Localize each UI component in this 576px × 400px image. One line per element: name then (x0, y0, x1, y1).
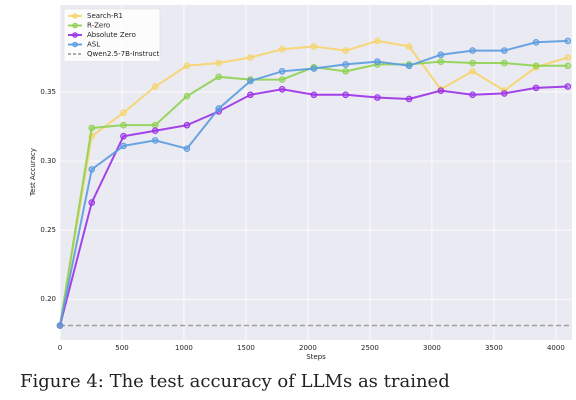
data-point (120, 121, 127, 129)
legend-marker (72, 22, 78, 29)
data-point (469, 68, 476, 75)
legend-label: ASL (87, 41, 100, 49)
data-point (469, 91, 476, 99)
data-point (215, 73, 222, 81)
data-point (247, 54, 254, 61)
data-point (564, 54, 572, 61)
data-point (469, 59, 476, 67)
data-point (310, 65, 318, 72)
data-point (310, 43, 318, 50)
legend-label: Search-R1 (87, 12, 123, 20)
y-tick-label: 0.25 (40, 226, 56, 234)
data-point (501, 47, 508, 54)
data-point (501, 90, 508, 97)
legend-label: Absolute Zero (87, 31, 136, 39)
data-point (374, 94, 381, 101)
data-point (247, 91, 254, 99)
y-tick-label: 0.20 (40, 295, 56, 303)
x-tick-label: 4000 (547, 344, 565, 352)
data-point (151, 83, 159, 90)
x-axis-label: Steps (306, 353, 326, 361)
x-tick-label: 3500 (485, 344, 503, 352)
x-tick-label: 2500 (361, 344, 379, 352)
data-point (88, 199, 96, 206)
data-point (120, 109, 127, 117)
x-tick-label: 1500 (237, 344, 255, 352)
data-point (151, 137, 159, 144)
x-tick-label: 3000 (423, 344, 441, 352)
caption: Figure 4: The test accuracy of LLMs as t… (20, 371, 450, 392)
x-tick-label: 2000 (299, 344, 317, 352)
legend-label: Qwen2.5-7B-Instruct (87, 50, 159, 58)
data-point (532, 38, 540, 46)
data-point (151, 127, 159, 135)
series-line (59, 60, 568, 326)
data-point (342, 61, 349, 68)
data-point (88, 124, 96, 132)
y-tick-label: 0.35 (40, 88, 56, 96)
data-point (532, 62, 540, 70)
data-point (374, 58, 381, 65)
data-point (247, 77, 254, 85)
data-point (120, 142, 127, 150)
data-point (56, 322, 64, 329)
data-point (310, 91, 318, 99)
data-point (183, 121, 191, 129)
data-point (564, 37, 572, 45)
data-point (151, 121, 159, 129)
data-point (215, 59, 222, 67)
data-point (278, 76, 286, 83)
data-point (342, 68, 349, 75)
data-point (183, 145, 191, 152)
series-line (59, 85, 568, 326)
data-point (532, 84, 540, 92)
data-point (405, 62, 413, 70)
data-point (564, 62, 572, 70)
data-point (278, 45, 286, 53)
series-line (59, 39, 568, 326)
data-point (215, 105, 222, 112)
data-point (374, 37, 381, 45)
data-point (501, 59, 508, 67)
x-tick-label: 500 (115, 344, 128, 352)
data-point (564, 83, 572, 90)
y-tick-label: 0.30 (40, 157, 56, 165)
data-point (183, 92, 191, 100)
data-point (278, 85, 286, 93)
legend-label: R-Zero (87, 22, 110, 30)
legend-marker (72, 41, 78, 48)
data-point (437, 87, 445, 94)
y-axis-label: Test Accuracy (29, 148, 37, 197)
data-point (342, 91, 349, 99)
legend-marker (72, 13, 78, 19)
data-point (88, 166, 96, 173)
data-point (437, 58, 445, 65)
series-line (59, 39, 569, 326)
data-point (183, 62, 191, 70)
data-point (469, 47, 476, 54)
x-tick-label: 0 (58, 344, 62, 352)
data-point (405, 43, 413, 50)
legend-box (63, 8, 161, 62)
data-point (405, 95, 413, 103)
legend-marker (72, 32, 78, 38)
data-point (278, 68, 286, 75)
data-point (342, 47, 349, 54)
data-point (437, 51, 445, 59)
x-tick-label: 1000 (175, 344, 193, 352)
data-point (120, 132, 127, 140)
